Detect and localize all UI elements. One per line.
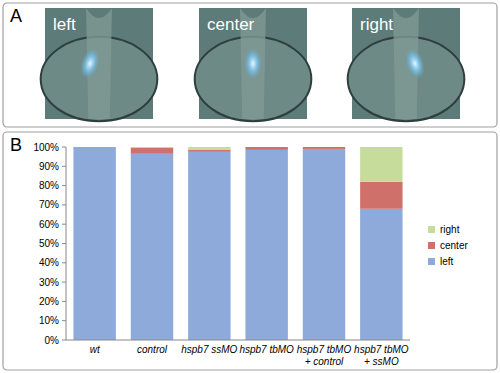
category-label: hspb7 tbMO+ ssMO	[354, 344, 409, 367]
bar-segment	[303, 149, 345, 340]
tick-mark	[62, 340, 66, 341]
legend-swatch	[428, 242, 435, 249]
photo-label: left	[53, 15, 76, 34]
bar-segment	[73, 147, 115, 148]
tick-label: 30%	[39, 277, 59, 288]
heart-signal	[244, 48, 262, 80]
photo: right	[348, 8, 465, 121]
legend-swatch	[428, 258, 435, 265]
bar-segment	[303, 147, 345, 149]
category-label: wt	[90, 344, 101, 355]
photo: center	[195, 8, 312, 121]
bar-segment	[245, 150, 287, 340]
category-label: hspb7 tbMO+ control	[297, 344, 352, 367]
bars	[73, 147, 402, 340]
bar-segment	[73, 147, 115, 148]
tick-mark	[62, 147, 66, 148]
bar-segment	[245, 147, 287, 150]
bar-segment	[131, 154, 173, 340]
tick-mark	[62, 185, 66, 186]
bar-segment	[73, 147, 115, 340]
bar-segment	[131, 148, 173, 154]
heart-signal	[401, 46, 428, 82]
bar-segment	[360, 182, 402, 209]
heart-signal	[76, 46, 103, 82]
tick-label: 90%	[39, 161, 59, 172]
tick-label: 40%	[39, 257, 59, 268]
bar-segment	[188, 150, 230, 152]
tick-mark	[62, 301, 66, 302]
bar-segment	[360, 147, 402, 182]
tick-label: 100%	[33, 142, 59, 153]
bar-segment	[188, 152, 230, 340]
bar-segment	[360, 209, 402, 340]
panel-label: B	[10, 135, 22, 155]
tick-label: 80%	[39, 180, 59, 191]
bar-segment	[188, 147, 230, 150]
tick-mark	[62, 204, 66, 205]
x-axis	[66, 340, 410, 341]
bar-segment	[303, 147, 345, 148]
tick-mark	[62, 243, 66, 244]
tick-mark	[62, 166, 66, 167]
legend-label: center	[440, 240, 468, 251]
tick-label: 0%	[45, 335, 60, 346]
tick-label: 10%	[39, 315, 59, 326]
tick-label: 70%	[39, 199, 59, 210]
bar-segment	[245, 147, 287, 148]
tick-mark	[62, 282, 66, 283]
photo-label: center	[207, 15, 255, 34]
tick-label: 60%	[39, 219, 59, 230]
panel-frame	[3, 3, 497, 127]
legend-label: right	[440, 224, 460, 235]
photo-label: right	[360, 15, 393, 34]
category-label: hspb7 ssMO	[181, 344, 237, 355]
y-axis	[66, 147, 67, 340]
legend-swatch	[428, 226, 435, 233]
photo: left	[41, 8, 158, 121]
tick-mark	[62, 262, 66, 263]
panel-label: A	[10, 6, 22, 26]
bar-segment	[131, 147, 173, 148]
figure: Aleft center right B 0% 10% 20% 30% 40% 50% 60% 70%…	[0, 0, 500, 373]
category-label: control	[137, 344, 168, 355]
tick-label: 20%	[39, 296, 59, 307]
tick-mark	[62, 320, 66, 321]
tick-mark	[62, 224, 66, 225]
category-label: hspb7 tbMO	[239, 344, 294, 355]
panel-frame	[3, 132, 497, 370]
tick-label: 50%	[39, 238, 59, 249]
legend-label: left	[440, 256, 454, 267]
